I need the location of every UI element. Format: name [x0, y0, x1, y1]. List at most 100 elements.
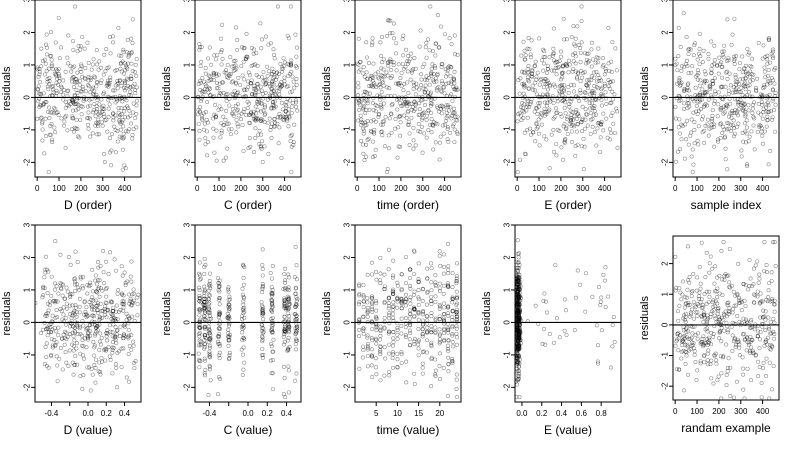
- data-point: [404, 47, 409, 52]
- data-point: [132, 70, 137, 75]
- x-tick-label: 300: [734, 184, 748, 193]
- data-point: [205, 153, 210, 158]
- data-point: [515, 323, 520, 328]
- data-point: [58, 281, 63, 286]
- data-point: [695, 138, 700, 143]
- data-point: [689, 312, 694, 317]
- data-point: [124, 76, 129, 81]
- data-point: [610, 39, 615, 44]
- data-point: [235, 90, 240, 95]
- data-point: [270, 326, 275, 331]
- data-point: [723, 146, 728, 151]
- data-point: [202, 314, 207, 319]
- data-point: [454, 317, 459, 322]
- data-point: [99, 335, 104, 340]
- data-point: [391, 336, 396, 341]
- data-point: [230, 64, 235, 69]
- data-point: [719, 248, 724, 253]
- data-point: [126, 314, 131, 319]
- data-point: [515, 316, 519, 321]
- data-point: [422, 110, 427, 115]
- data-point: [699, 306, 704, 311]
- data-point: [541, 92, 546, 97]
- data-point: [516, 311, 521, 316]
- data-point: [606, 61, 611, 66]
- data-point: [737, 67, 742, 72]
- data-point: [378, 271, 383, 276]
- data-point: [225, 146, 230, 151]
- data-point: [515, 302, 517, 307]
- data-point: [217, 326, 222, 331]
- data-point: [202, 317, 207, 322]
- data-point: [361, 344, 366, 349]
- data-point: [741, 76, 746, 81]
- data-point: [446, 330, 451, 335]
- data-point: [217, 375, 222, 380]
- data-point: [554, 316, 559, 321]
- data-point: [253, 116, 258, 121]
- data-point: [401, 66, 406, 71]
- data-point: [203, 136, 208, 141]
- data-point: [287, 62, 292, 67]
- data-point: [218, 135, 223, 140]
- data-point: [105, 338, 110, 343]
- data-point: [518, 341, 523, 346]
- data-point: [74, 108, 79, 113]
- data-point: [365, 344, 370, 349]
- data-point: [736, 102, 741, 107]
- data-point: [283, 280, 288, 285]
- data-point: [515, 314, 520, 319]
- data-point: [294, 277, 299, 282]
- data-point: [583, 51, 588, 56]
- data-point: [687, 302, 692, 307]
- data-point: [515, 265, 520, 270]
- data-point: [561, 70, 566, 75]
- data-point: [725, 369, 730, 374]
- data-point: [54, 308, 59, 313]
- data-point: [53, 40, 58, 45]
- data-point: [47, 79, 52, 84]
- data-point: [770, 88, 775, 93]
- data-point: [516, 377, 521, 382]
- data-point: [73, 77, 78, 82]
- data-point: [695, 275, 700, 280]
- data-point: [534, 126, 539, 131]
- y-axis-label: residuals: [481, 66, 493, 111]
- data-point: [516, 347, 521, 352]
- data-point: [590, 101, 595, 106]
- data-point: [438, 304, 443, 309]
- data-point: [289, 69, 294, 74]
- data-point: [674, 339, 679, 344]
- data-point: [451, 77, 456, 82]
- data-point: [286, 288, 291, 293]
- data-point: [521, 81, 526, 86]
- data-point: [516, 333, 521, 338]
- data-point: [364, 70, 369, 75]
- data-point: [395, 155, 400, 160]
- data-point: [66, 104, 71, 109]
- data-point: [97, 314, 102, 319]
- data-point: [200, 114, 205, 119]
- data-point: [399, 300, 404, 305]
- data-point: [42, 72, 47, 77]
- data-point: [370, 375, 375, 380]
- data-point: [412, 371, 417, 376]
- data-point: [73, 249, 78, 254]
- data-point: [60, 317, 65, 322]
- data-point: [545, 87, 550, 92]
- data-point: [515, 300, 520, 305]
- data-point: [764, 102, 769, 107]
- data-point: [435, 71, 440, 76]
- data-point: [88, 280, 93, 285]
- data-point: [429, 97, 434, 102]
- data-point: [55, 110, 60, 115]
- data-point: [117, 120, 122, 125]
- data-point: [715, 377, 720, 382]
- data-point: [553, 60, 558, 65]
- data-point: [542, 49, 547, 54]
- data-point: [700, 87, 705, 92]
- data-point: [747, 134, 752, 139]
- data-point: [441, 316, 446, 321]
- data-point: [56, 15, 61, 20]
- data-point: [518, 338, 523, 343]
